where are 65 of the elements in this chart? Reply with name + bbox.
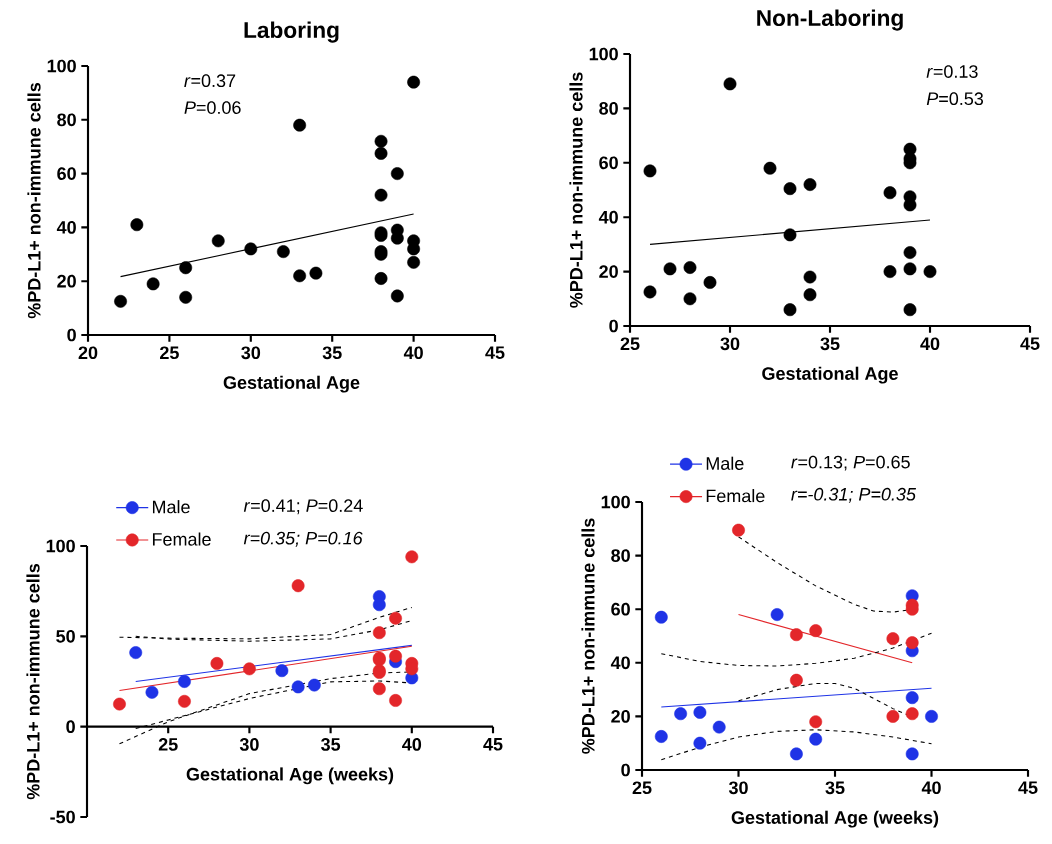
- x-tick-label: 25: [160, 346, 179, 360]
- y-tick-label: 40: [56, 221, 76, 234]
- x-tick-label: 40: [402, 738, 422, 751]
- y-tick-label: 50: [56, 629, 75, 643]
- annotation: P=0.06: [184, 101, 241, 114]
- y-tick-label: 20: [57, 274, 76, 288]
- x-tick-label: 45: [1018, 781, 1038, 794]
- y-tick-label: 0: [67, 328, 76, 342]
- y-tick-label: 80: [599, 102, 618, 115]
- x-tick-label: 35: [820, 337, 840, 351]
- y-tick-label: 100: [46, 539, 75, 553]
- x-tick-label: 35: [322, 346, 342, 360]
- y-tick-label: 20: [611, 710, 630, 723]
- y-tick-label: 80: [611, 549, 630, 562]
- legend-label: Male: [706, 456, 744, 470]
- y-tick-label: 60: [599, 156, 618, 170]
- annotation: r=-0.31; P=0.35: [791, 487, 916, 503]
- y-tick-label: 40: [598, 210, 618, 224]
- x-axis-title: Gestational Age (weeks): [186, 767, 394, 785]
- y-tick-label: 100: [589, 47, 618, 61]
- text: r=0.41; P=0.24: [243, 499, 363, 515]
- y-tick-label: -50: [50, 810, 75, 824]
- chart-title: Non-Laboring: [757, 9, 903, 31]
- x-tick-label: 25: [620, 337, 640, 351]
- y-axis-title: %PD-L1+ non-immune cells: [569, 72, 583, 308]
- annotation: P=0.53: [926, 92, 984, 106]
- y-tick-label: 100: [47, 59, 76, 73]
- y-axis-title: %PD-L1+ non-immune cells: [27, 82, 41, 319]
- x-tick-label: 30: [241, 346, 261, 360]
- x-tick-label: 25: [632, 781, 652, 795]
- x-axis-title: Gestational Age: [762, 366, 898, 384]
- x-tick-label: 35: [825, 781, 845, 795]
- x-tick-label: 30: [720, 337, 740, 351]
- y-tick-label: 0: [621, 763, 630, 777]
- y-tick-label: 40: [610, 656, 630, 670]
- x-tick-label: 40: [921, 781, 941, 795]
- x-axis-title: Gestational Age (weeks): [731, 810, 939, 828]
- y-tick-label: 100: [601, 495, 630, 509]
- x-tick-label: 20: [78, 346, 98, 360]
- y-axis-title: %PD-L1+ non-immune cells: [581, 518, 595, 754]
- x-tick-label: 30: [239, 738, 259, 751]
- y-tick-label: 0: [66, 720, 75, 734]
- annotation: r=0.13: [926, 65, 978, 78]
- annotation: r=0.35; P=0.16: [243, 531, 363, 547]
- y-tick-label: 20: [599, 265, 618, 278]
- legend-label: Female: [152, 532, 211, 546]
- x-tick-label: 30: [728, 781, 748, 795]
- x-tick-label: 25: [158, 738, 178, 751]
- x-tick-label: 35: [321, 738, 341, 751]
- legend-label: Female: [706, 489, 765, 503]
- x-tick-label: 45: [1020, 337, 1040, 350]
- y-axis-title: %PD-L1+ non-immune cells: [26, 563, 40, 800]
- x-tick-label: 45: [485, 346, 505, 359]
- x-tick-label: 40: [920, 337, 940, 351]
- y-tick-label: 60: [57, 167, 76, 180]
- chart-title: Laboring: [244, 21, 339, 43]
- y-tick-label: 0: [609, 319, 618, 333]
- y-tick-label: 80: [57, 113, 76, 127]
- x-axis-title: Gestational Age: [223, 375, 360, 393]
- text: r=0.13; P=0.65: [791, 455, 910, 471]
- y-tick-label: 60: [611, 602, 630, 616]
- legend-label: Male: [152, 500, 190, 514]
- x-tick-label: 45: [483, 738, 503, 751]
- annotation: r=0.37: [184, 74, 236, 88]
- x-tick-label: 40: [403, 346, 423, 360]
